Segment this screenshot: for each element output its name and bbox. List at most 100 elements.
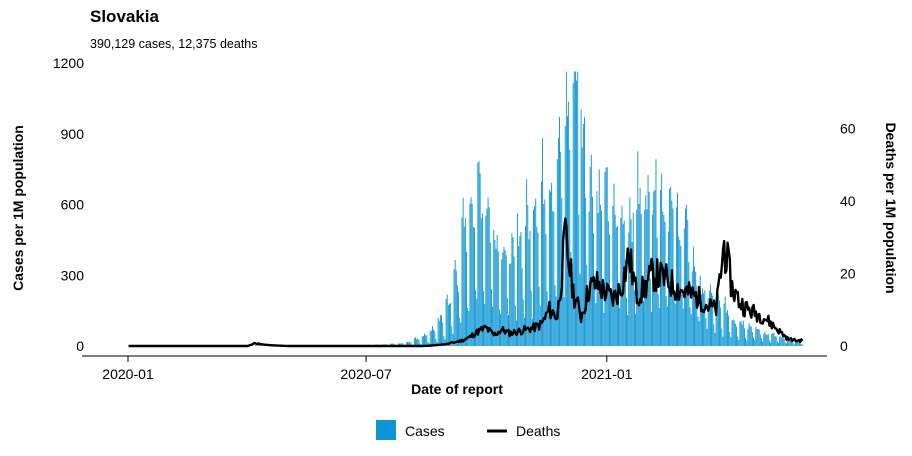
cases-bar [619,308,621,346]
cases-bar [638,204,640,346]
cases-bar [421,336,423,346]
cases-bar [767,334,769,346]
cases-bar [255,345,256,346]
cases-bar [547,309,549,346]
cases-bar [725,312,727,346]
cases-bar [486,208,488,346]
cases-bar [407,341,408,346]
cases-bar [654,190,656,346]
cases-bar [775,336,777,346]
cases-bar [707,298,709,346]
cases-bar [533,209,534,346]
cases-bar [686,204,688,346]
cases-bar [467,307,469,346]
cases-bar [419,343,421,346]
y-left-tick-label: 900 [61,126,85,142]
cases-bar [537,232,539,346]
x-tick-group: 2020-01 2020-07 2021-01 [102,356,633,382]
cases-bar [483,291,484,346]
x-tick-label: 2020-01 [102,366,154,382]
cases-bar [489,242,491,346]
cases-bar [512,237,514,346]
legend-cases-label: Cases [405,423,445,439]
cases-bar [456,285,458,346]
cases-bar [449,303,450,346]
cases-bar [657,294,659,346]
cases-bar [472,226,474,346]
cases-bar [258,345,260,346]
cases-bar [514,305,516,346]
cases-bar [417,338,419,346]
cases-bar [442,322,444,346]
cases-bar [714,333,716,346]
cases-bar [441,315,443,346]
cases-bar [658,308,660,346]
cases-bar [782,337,784,346]
cases-bar [677,192,678,346]
cases-bar [644,209,646,346]
cases-bar [790,338,792,346]
cases-bar [681,294,683,346]
cases-bar [560,151,562,346]
cases-bar [765,334,767,346]
cases-bar [610,291,612,346]
cases-bar [716,294,718,346]
cases-bar [755,326,757,346]
cases-bar [604,172,606,346]
cases-bar [720,307,722,346]
cases-bar [603,312,605,346]
cases-bar [643,300,644,346]
cases-bar [759,334,761,346]
legend-deaths-label: Deaths [516,423,560,439]
cases-bar [721,328,723,346]
cases-bar [612,205,614,346]
x-axis-title: Date of report [411,381,503,397]
cases-bar [393,343,395,346]
cases-bar [256,345,258,346]
cases-bar [627,315,629,346]
x-tick-label: 2020-07 [340,366,392,382]
cases-bar [475,290,477,346]
cases-bar [689,307,691,346]
cases-bar [781,337,783,346]
cases-bar [722,336,724,346]
cases-bar [797,339,799,346]
cases-bar [573,71,575,347]
cases-bar [649,278,651,346]
cases-bar [796,340,798,346]
cases-bar [538,286,540,346]
cases-bar [729,331,731,346]
cases-bar [723,303,725,346]
cases-bar [761,338,762,346]
cases-bar [504,250,506,346]
cases-bar [434,331,436,346]
cases-bar [496,235,498,346]
cases-bar [733,320,735,346]
cases-bar [548,189,550,346]
cases-bar [795,339,796,346]
cases-bar [611,301,613,346]
cases-bar [751,332,753,346]
cases-bar [520,232,522,346]
cases-bar [731,320,733,346]
chart-subtitle: 390,129 cases, 12,375 deaths [90,37,258,51]
cases-bar [756,328,758,346]
cases-bar [453,269,455,346]
cases-bar [459,317,461,346]
y-left-tick-label: 300 [61,267,85,283]
cases-bar [776,341,778,346]
cases-bar [563,297,565,346]
cases-bar [798,339,800,346]
cases-bar [562,264,564,346]
cases-bar [787,340,789,346]
y-left-tick-group: 0 300 600 900 1200 [53,55,84,354]
cases-bar [481,213,483,346]
cases-bar [692,247,694,346]
cases-bar [494,239,496,346]
cases-bar [697,316,699,346]
cases-bar [501,259,503,346]
cases-bar [599,204,601,346]
cases-bar [742,320,744,346]
cases-bar [477,162,479,346]
cases-bar [602,280,604,346]
